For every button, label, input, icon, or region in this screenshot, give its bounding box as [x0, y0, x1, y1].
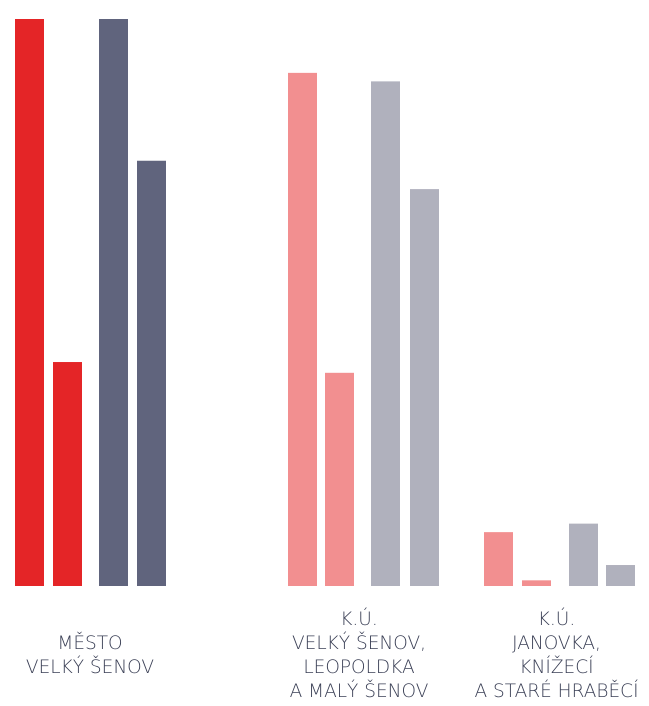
- category-label-ku-janovka: K.Ú. JANOVKA, KNÍŽECÍ A STARÉ HRABĚCÍ: [464, 608, 649, 704]
- bars-group: [15, 19, 635, 587]
- bar-group2-bar1: [288, 72, 317, 587]
- bar-group3-bar4: [606, 565, 635, 586]
- bar-group1-bar1: [15, 19, 44, 586]
- category-label-line: LEOPOLDKA: [303, 657, 415, 678]
- bar-group2-bar4: [410, 189, 439, 586]
- category-label-line: VELKÝ ŠENOV,: [291, 633, 426, 654]
- category-label-line: A MALÝ ŠENOV: [289, 681, 429, 702]
- bar-group1-bar2: [53, 362, 82, 586]
- bar-group3-bar2: [522, 580, 551, 586]
- category-label-line: K.Ú.: [537, 609, 576, 630]
- category-label-mesto: MĚSTO VELKÝ ŠENOV: [0, 632, 180, 680]
- category-label-line: VELKÝ ŠENOV: [25, 657, 155, 678]
- category-label-line: KNÍŽECÍ: [519, 657, 594, 678]
- category-label-line: A STARÉ HRABĚCÍ: [474, 681, 639, 702]
- bar-group3-bar3: [569, 523, 598, 586]
- bar-group1-bar3: [99, 19, 128, 586]
- category-label-line: MĚSTO: [57, 633, 123, 654]
- category-label-ku-velky-senov: K.Ú. VELKÝ ŠENOV, LEOPOLDKA A MALÝ ŠENOV: [264, 608, 454, 704]
- bar-group2-bar2: [325, 372, 354, 586]
- category-label-line: JANOVKA,: [512, 633, 601, 654]
- bar-group1-bar4: [137, 160, 166, 586]
- bar-group3-bar1: [484, 532, 513, 586]
- category-label-line: K.Ú.: [340, 609, 378, 630]
- bar-group2-bar3: [371, 81, 400, 587]
